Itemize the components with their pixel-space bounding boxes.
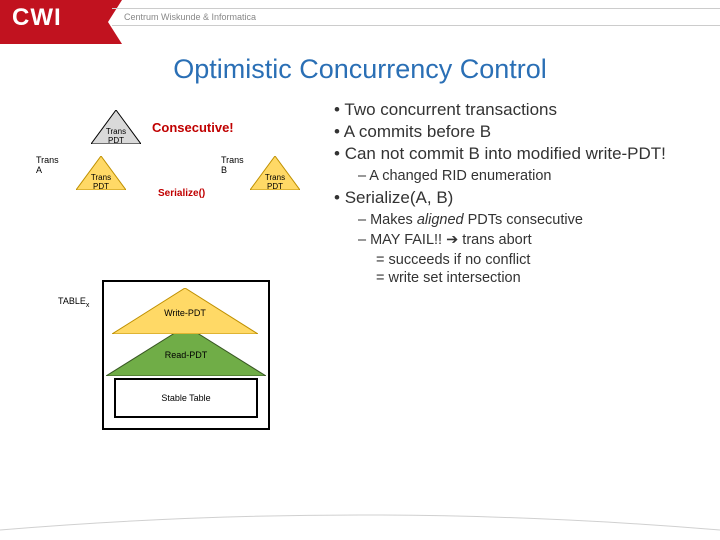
tablex-text: TABLE — [58, 296, 86, 306]
trans-pdt-triangle-gray: TransPDT — [91, 110, 141, 144]
header-bar: Centrum Wiskunde & Informatica — [112, 8, 720, 26]
page-title: Optimistic Concurrency Control — [0, 54, 720, 85]
stable-table-box: Stable Table — [114, 378, 258, 418]
bullet-item: Serialize(A, B) — [334, 188, 716, 208]
write-pdt-triangle: Write-PDT — [112, 288, 258, 334]
bullet-sub-item: A changed RID enumeration — [358, 168, 716, 184]
bullet-sub-item: Makes aligned PDTs consecutive — [358, 212, 716, 228]
bullet-sub-sub-item: write set intersection — [376, 270, 716, 286]
bullet-item: A commits before B — [334, 122, 716, 142]
brand-logo: CWI — [0, 0, 108, 44]
footer-curve — [0, 500, 720, 540]
read-pdt-label: Read-PDT — [106, 350, 266, 360]
triangle-label: TransPDT — [250, 174, 300, 192]
triangle-label: TransPDT — [91, 128, 141, 146]
consecutive-label: Consecutive! — [152, 120, 234, 135]
triangle-label: TransPDT — [76, 174, 126, 192]
write-pdt-label: Write-PDT — [112, 308, 258, 318]
serialize-label: Serialize() — [158, 188, 205, 199]
tablex-sub: x — [86, 302, 90, 309]
stable-table-label: Stable Table — [161, 393, 210, 403]
table-stack-diagram: TABLEx Read-PDT Write-PDT Stable Table — [58, 280, 288, 450]
trans-pdt-triangle-a: TransPDT — [76, 156, 126, 190]
transaction-diagram: Consecutive! TransA TransB TransPDT Tran… — [36, 110, 316, 220]
trans-pdt-triangle-b: TransPDT — [250, 156, 300, 190]
bullet-list: Two concurrent transactions A commits be… — [334, 100, 716, 288]
trans-a-label: TransA — [36, 156, 59, 176]
bullet-item: Can not commit B into modified write-PDT… — [334, 144, 716, 164]
tablex-label: TABLEx — [58, 296, 89, 309]
trans-b-label: TransB — [221, 156, 244, 176]
bullet-sub-sub-item: succeeds if no conflict — [376, 252, 716, 268]
bullet-item: Two concurrent transactions — [334, 100, 716, 120]
brand-logo-text: CWI — [12, 4, 62, 32]
bullet-sub-item: MAY FAIL!! ➔ trans abort — [358, 232, 716, 248]
header-org: Centrum Wiskunde & Informatica — [124, 12, 256, 22]
